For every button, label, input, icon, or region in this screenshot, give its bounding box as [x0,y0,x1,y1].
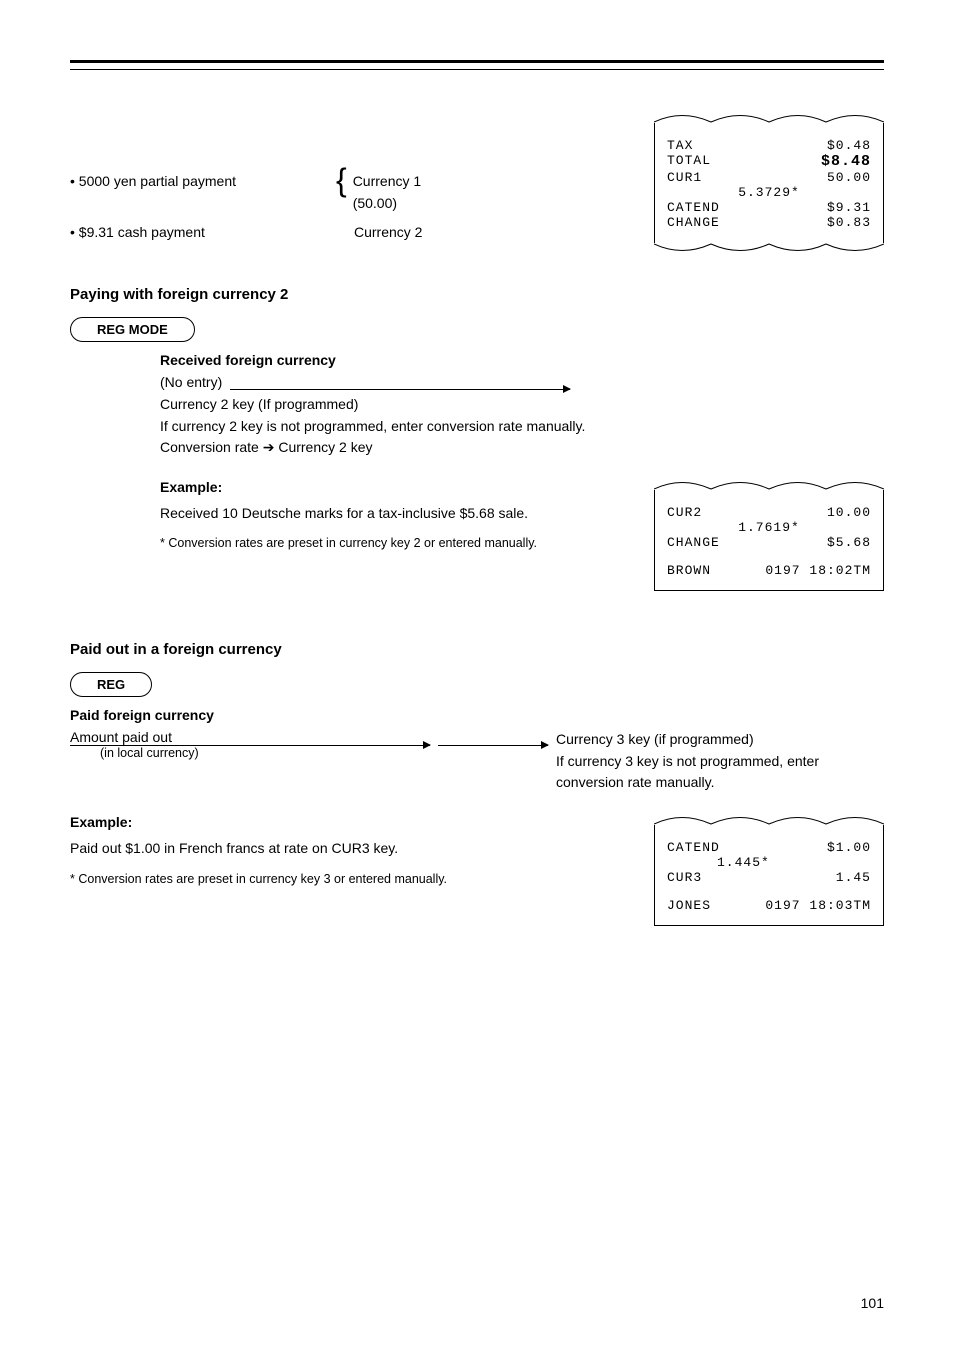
section3-title: Paid out in a foreign currency [70,641,884,658]
s3-desc-0: Currency 3 key (if programmed) [556,729,884,751]
r1-rate: 5.3729* [667,185,871,200]
s2-target: Currency 2 key (If programmed) [160,394,884,416]
s2-flow-step: (No entry) [160,374,222,390]
s2-ex-head: Example: [160,477,624,499]
r2-change-r: $5.68 [827,535,871,550]
s2-example: Example: Received 10 Deutsche marks for … [160,477,624,554]
r2-foot-time: 18:02TM [809,563,871,578]
brace-icon: { [336,170,347,215]
bullet-2-value: Currency 2 [354,221,422,243]
r1-tax-l: TAX [667,138,693,153]
arrow-ext [438,745,548,746]
r2-cur2-l: CUR2 [667,505,702,520]
s3-flow-title: Paid foreign currency [70,707,884,723]
s2-note-1: Conversion rate ➔ Currency 2 key [160,437,884,459]
s3-ex-body: Paid out $1.00 in French francs at rate … [70,838,624,860]
r1-total-r: $8.48 [821,153,871,170]
bullet-1-col2: (50.00) [353,195,397,211]
s2-note-0: If currency 2 key is not programmed, ent… [160,416,884,438]
s2-flow-title: Received foreign currency [160,352,884,368]
arrow-icon-2 [70,745,430,746]
s2-ex-sub: * Conversion rates are preset in currenc… [160,534,624,553]
r1-catend-l: CATEND [667,200,720,215]
r1-cur1-r: 50.00 [827,170,871,185]
r3-foot-id: 0197 [765,898,800,913]
receipt-1: TAX $0.48 TOTAL $8.48 CUR1 50.00 5.3729* CA… [654,110,884,256]
s3-arrow-sub: (in local currency) [100,746,548,760]
bullet-1-label: • 5000 yen partial payment [70,170,330,215]
r1-catend-r: $9.31 [827,200,871,215]
top-row: • 5000 yen partial payment { Currency 1 … [70,110,884,256]
s3-flow-step: Amount paid out [70,729,172,745]
bullet-1-col1: Currency 1 [353,173,421,189]
r3-cur3-r: 1.45 [836,870,871,885]
r3-rate: 1.445* [667,855,871,870]
r2-change-l: CHANGE [667,535,720,550]
r1-change-l: CHANGE [667,215,720,230]
r1-tax-r: $0.48 [827,138,871,153]
r2-foot-name: BROWN [667,563,711,578]
top-rule-thin [70,69,884,70]
r1-cur1-l: CUR1 [667,170,702,185]
section2-title: Paying with foreign currency 2 [70,286,884,303]
section2-badge: REG MODE [70,317,195,342]
receipt-3: CATEND $1.00 1.445* CUR3 1.45 JONES 0197 1… [654,812,884,926]
s2-ex-body: Received 10 Deutsche marks for a tax-inc… [160,503,624,525]
r3-catend-l: CATEND [667,840,720,855]
section3-badge: REG [70,672,152,697]
r1-total-l: TOTAL [667,153,711,170]
top-rule-thick [70,60,884,63]
r2-foot-id: 0197 [765,563,800,578]
bullet-2-label: • $9.31 cash payment [70,221,330,243]
r3-foot-name: JONES [667,898,711,913]
s3-example: Example: Paid out $1.00 in French francs… [70,812,624,889]
r3-foot-time: 18:03TM [809,898,871,913]
receipt-2: CUR2 10.00 1.7619* CHANGE $5.68 BROWN 0197… [654,477,884,591]
r3-cur3-l: CUR3 [667,870,702,885]
s3-ex-head: Example: [70,812,624,834]
arrow-icon [230,389,570,390]
page-number: 101 [861,1295,884,1311]
top-bullets: • 5000 yen partial payment { Currency 1 … [70,110,422,243]
s3-desc-1: If currency 3 key is not programmed, ent… [556,751,884,794]
r3-catend-r: $1.00 [827,840,871,855]
s3-ex-sub: * Conversion rates are preset in currenc… [70,870,624,889]
r1-change-r: $0.83 [827,215,871,230]
r2-cur2-r: 10.00 [827,505,871,520]
r2-rate: 1.7619* [667,520,871,535]
